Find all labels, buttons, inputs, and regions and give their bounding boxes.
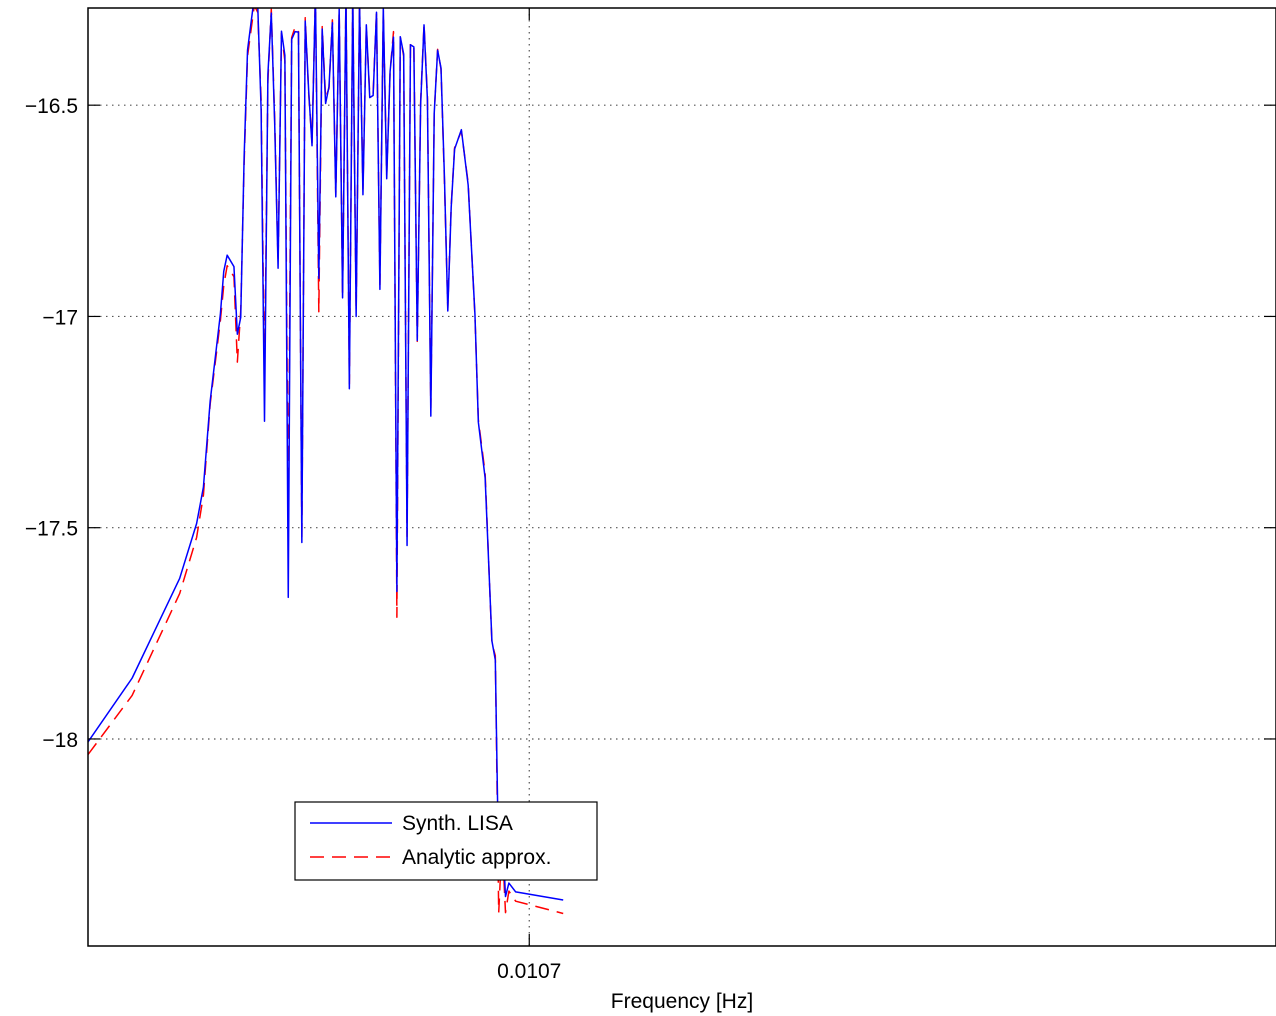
legend-label-analytic-approx: Analytic approx. <box>402 846 551 869</box>
y-tick-label: −17.5 <box>25 518 78 541</box>
legend: Synth. LISA Analytic approx. <box>294 801 598 881</box>
series-layer <box>88 8 564 915</box>
y-tick-label: −17 <box>42 306 78 329</box>
series-line-synth-lisa <box>88 8 564 901</box>
grid-lines <box>88 8 1276 946</box>
y-tick-label: −18 <box>42 729 78 752</box>
x-axis-label: Frequency [Hz] <box>611 990 753 1013</box>
axes-box <box>87 7 1276 947</box>
legend-box <box>294 801 598 881</box>
series-line-analytic-approx <box>88 8 564 915</box>
x-tick-label: 0.0107 <box>497 960 561 983</box>
legend-label-synth-lisa: Synth. LISA <box>402 812 513 835</box>
y-tick-label: −16.5 <box>25 95 78 118</box>
tick-layer: −16.5 −17 −17.5 −18 0.0107 <box>25 8 1276 983</box>
